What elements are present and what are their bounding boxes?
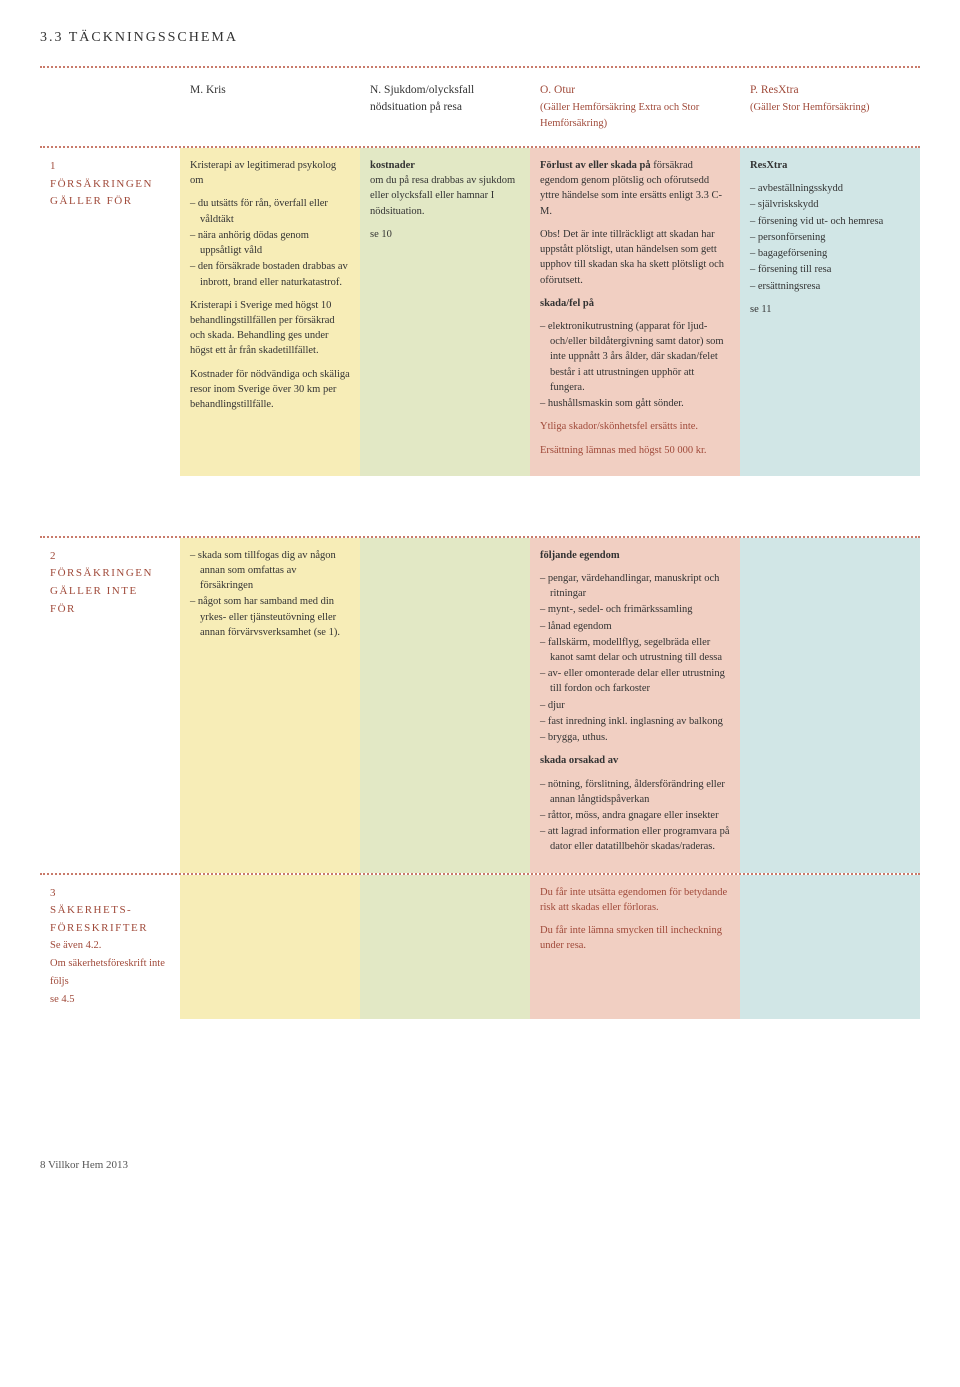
r1n-p1: om du på resa drabbas av sjukdom eller o… [370,175,515,216]
list-item: att lagrad information eller programvara… [540,824,730,854]
list-item: elektronikutrustning (apparat för ljud- … [540,319,730,395]
r2o-list1: pengar, värdehandlingar, manuskript och … [540,571,730,745]
row3-l2: FÖRESKRIFTER [50,922,148,934]
list-item: pengar, värdehandlingar, manuskript och … [540,571,730,601]
header-p-sub: (Gäller Stor Hemförsäkring) [750,102,870,113]
r2m-list: skada som tillfogas dig av någon annan s… [190,548,350,640]
r1o-b1: Förlust av eller skada på [540,160,651,171]
r1o-p4: Ersättning lämnas med högst 50 000 kr. [540,443,730,458]
header-n: N. Sjukdom/olycksfall nödsituation på re… [360,68,530,146]
list-item: bagageförsening [750,246,910,261]
row3-n [360,875,530,1019]
list-item: avbeställningsskydd [750,181,910,196]
r1o-b2: skada/fel på [540,296,730,311]
header-o-sub: (Gäller Hemförsäkring Extra och Stor Hem… [540,102,699,130]
row3-p [740,875,920,1019]
r1m-list1: du utsätts för rån, överfall eller våldt… [190,196,350,289]
list-item: personförsening [750,230,910,245]
r3o-p1: Du får inte utsätta egendomen för betyda… [540,885,730,915]
r3o-p2: Du får inte lämna smycken till incheckni… [540,923,730,953]
header-o: O. Otur (Gäller Hemförsäkring Extra och … [530,68,740,146]
header-empty [40,68,180,146]
row2-p [740,538,920,873]
r1o-p2: Obs! Det är inte tillräckligt att skadan… [540,227,730,288]
row2-m: skada som tillfogas dig av någon annan s… [180,538,360,873]
row3-o: Du får inte utsätta egendomen för betyda… [530,875,740,1019]
row2-n [360,538,530,873]
row1-o: Förlust av eller skada på försäkrad egen… [530,148,740,476]
r1o-list2: elektronikutrustning (apparat för ljud- … [540,319,730,411]
section-title: 3.3 TÄCKNINGSSCHEMA [40,30,920,46]
list-item: brygga, uthus. [540,730,730,745]
list-item: du utsätts för rån, överfall eller våldt… [190,196,350,226]
row1-l2: GÄLLER FÖR [50,195,133,207]
list-item: djur [540,698,730,713]
list-item: försening till resa [750,262,910,277]
list-item: av- eller omonterade delar eller utrustn… [540,666,730,696]
list-item: nära anhörig dödas genom uppsåtligt våld [190,228,350,258]
r1m-intro: Kristerapi av legitimerad psykolog om [190,158,350,188]
row1-label: 1 FÖRSÄKRINGEN GÄLLER FÖR [40,148,180,476]
r2o-list2: nötning, förslitning, åldersförändring e… [540,777,730,855]
list-item: något som har samband med din yrkes- ell… [190,594,350,640]
list-item: självriskskydd [750,197,910,212]
r1m-p3: Kostnader för nödvändiga och skäliga res… [190,367,350,413]
row2-o: följande egendom pengar, värdehandlingar… [530,538,740,873]
row3-e2: Om säkerhetsföreskrift inte följs [50,958,165,987]
row-2: 2 FÖRSÄKRINGEN GÄLLER INTE FÖR skada som… [40,538,920,873]
row-1: 1 FÖRSÄKRINGEN GÄLLER FÖR Kristerapi av … [40,148,920,476]
header-row: M. Kris N. Sjukdom/olycksfall nödsituati… [40,68,920,146]
row2-label: 2 FÖRSÄKRINGEN GÄLLER INTE FÖR [40,538,180,873]
r1m-p2: Kristerapi i Sverige med högst 10 behand… [190,298,350,359]
list-item: försening vid ut- och hemresa [750,214,910,229]
r1o-p3: Ytliga skador/skönhetsfel ersätts inte. [540,419,730,434]
list-item: fallskärm, modellflyg, segelbräda eller … [540,635,730,665]
list-item: mynt-, sedel- och frimärkssamling [540,602,730,617]
page-footer: 8 Villkor Hem 2013 [40,1159,920,1171]
header-p: P. ResXtra (Gäller Stor Hemförsäkring) [740,68,920,146]
list-item: hushållsmaskin som gått sönder. [540,396,730,411]
list-item: den försäkrade bostaden drabbas av inbro… [190,259,350,289]
r1p-bold: ResXtra [750,158,910,173]
r1n-p2: se 10 [370,227,520,242]
row2-num: 2 [50,550,57,562]
r2o-b1: följande egendom [540,548,730,563]
r1p-list: avbeställningsskydd självriskskydd förse… [750,181,910,294]
row3-e3: se 4.5 [50,994,75,1005]
row1-num: 1 [50,160,57,172]
row1-n: kostnader om du på resa drabbas av sjukd… [360,148,530,476]
header-p-title: P. ResXtra [750,84,799,96]
list-item: skada som tillfogas dig av någon annan s… [190,548,350,594]
list-item: nötning, förslitning, åldersförändring e… [540,777,730,807]
row1-l1: FÖRSÄKRINGEN [50,178,153,190]
row2-l3: FÖR [50,603,76,615]
list-item: råttor, möss, andra gnagare eller insekt… [540,808,730,823]
row-3: 3 SÄKERHETS- FÖRESKRIFTER Se även 4.2. O… [40,875,920,1019]
row3-num: 3 [50,887,57,899]
list-item: lånad egendom [540,619,730,634]
row3-m [180,875,360,1019]
list-item: ersättningsresa [750,279,910,294]
row3-label: 3 SÄKERHETS- FÖRESKRIFTER Se även 4.2. O… [40,875,180,1019]
header-o-title: O. Otur [540,84,575,96]
list-item: fast inredning inkl. inglasning av balko… [540,714,730,729]
row3-e1: Se även 4.2. [50,940,101,951]
row3-l1: SÄKERHETS- [50,904,132,916]
r1n-bold: kostnader [370,160,415,171]
header-m: M. Kris [180,68,360,146]
r2o-b2: skada orsakad av [540,753,730,768]
r1p-p2: se 11 [750,302,910,317]
row1-m: Kristerapi av legitimerad psykolog om du… [180,148,360,476]
row1-p: ResXtra avbeställningsskydd självrisksky… [740,148,920,476]
row2-l2: GÄLLER INTE [50,585,138,597]
row2-l1: FÖRSÄKRINGEN [50,567,153,579]
